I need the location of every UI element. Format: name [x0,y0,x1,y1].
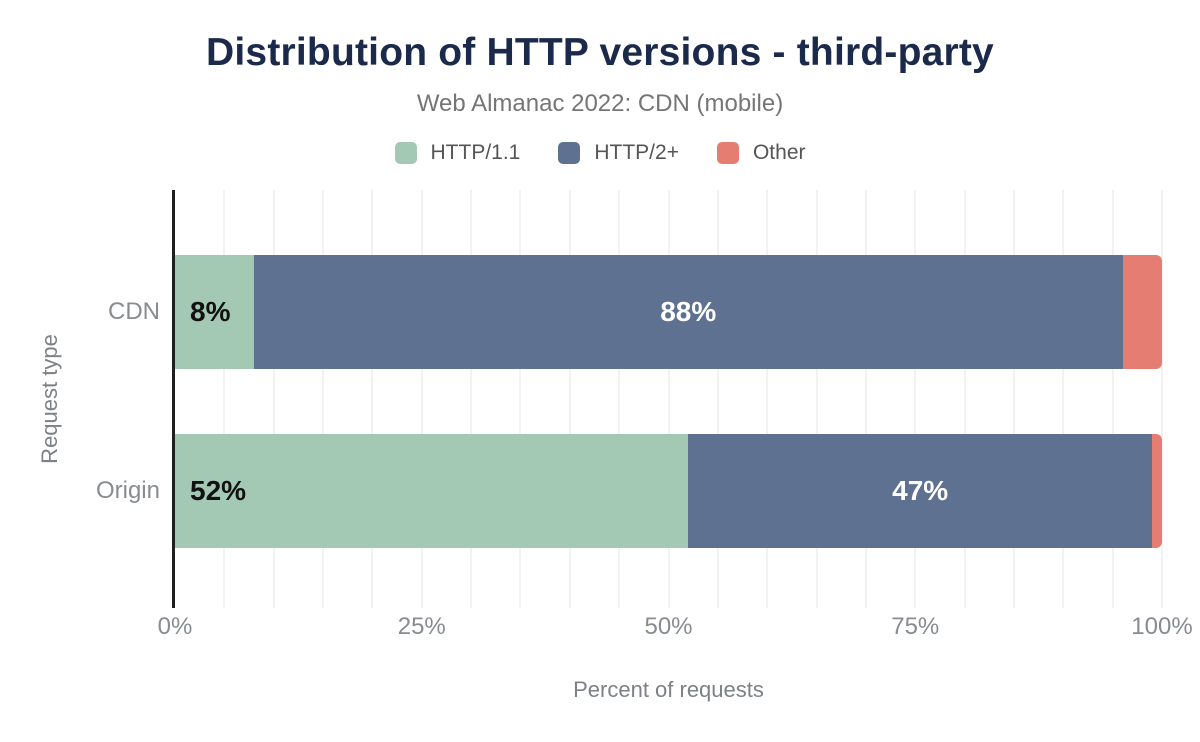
gridline [1111,190,1114,608]
gridline [864,190,867,608]
x-tick-50: 50% [644,613,693,640]
y-axis-line [172,190,175,608]
bar-segment-http-1-1: 8% [175,255,254,369]
legend-item-http-1-1: HTTP/1.1 [394,141,521,165]
gridline [1062,190,1065,608]
legend-label: Other [752,141,806,164]
bar-value-label: 47% [892,475,949,506]
legend-swatch-http-1-1-icon [394,142,417,164]
gridline [815,190,818,608]
bar-value-label: 88% [660,296,717,327]
legend-label: HTTP/2+ [594,141,679,164]
gridline [618,190,621,608]
bar-value-label: 52% [190,475,247,506]
legend-label: HTTP/1.1 [430,141,521,164]
gridline [914,190,917,608]
gridline [716,190,719,608]
gridline [963,190,966,608]
bar-segment-http-1-1: 52% [175,434,689,548]
bar-segment-http-2-: 88% [253,255,1123,369]
x-tick-100: 100% [1131,613,1193,640]
y-axis-title: Request type [37,334,62,464]
chart-subtitle: Web Almanac 2022: CDN (mobile) [416,90,784,117]
gridline [1012,190,1015,608]
legend: HTTP/1.1 HTTP/2+ Other [0,141,1200,165]
x-tick-25: 25% [397,613,446,640]
x-axis-title: Percent of requests [573,677,764,702]
legend-item-other: Other [716,141,806,165]
gridline [766,190,769,608]
gridline [470,190,473,608]
gridline [667,190,670,608]
plot-area: 8% 88% 52% 47% [172,190,1163,608]
gridline [272,190,275,608]
bar-row-origin: 52% 47% [175,434,1162,548]
bar-segment-other [1122,255,1162,369]
category-label-cdn: CDN [108,298,160,325]
gridline [519,190,522,608]
gridline [322,190,325,608]
gridline [420,190,423,608]
x-axis-ticks: 0% 25% 50% 75% 100% [158,613,1193,645]
bar-row-cdn: 8% 88% [175,255,1162,369]
gridline [223,190,226,608]
gridline [371,190,374,608]
bar-segment-other [1152,434,1162,548]
legend-swatch-other-icon [716,142,739,164]
chart-title: Distribution of HTTP versions - third-pa… [206,31,994,74]
category-label-origin: Origin [95,477,160,504]
gridline [1161,190,1163,608]
gridline [568,190,571,608]
bar-segment-http-2-: 47% [688,434,1153,548]
legend-item-http-2: HTTP/2+ [558,141,679,165]
legend-swatch-http-2-icon [558,142,581,164]
x-tick-0: 0% [157,613,193,640]
x-tick-75: 75% [891,613,940,640]
bar-value-label: 8% [190,296,231,327]
